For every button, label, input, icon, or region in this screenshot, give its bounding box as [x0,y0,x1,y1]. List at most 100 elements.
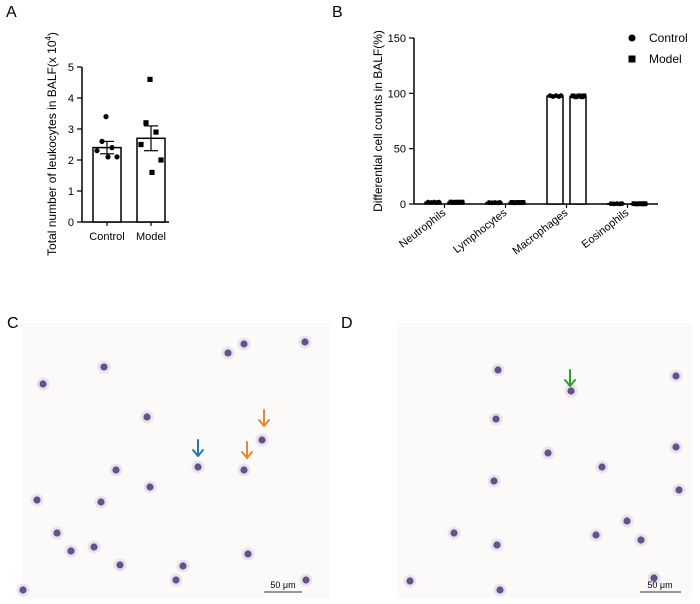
y-tick-label-a: 0 [68,217,74,229]
y-axis-title-a: Total number of leukocytes in BALF(x 104… [44,32,59,256]
cell-nucleus [301,338,309,346]
cell-nucleus [53,529,61,537]
data-point-a [149,169,155,175]
data-point-b [576,93,582,99]
scale-bar-label-c: 50 μm [270,580,295,590]
data-point-a [103,114,109,120]
arrow-c-blue [192,439,204,457]
cell-nucleus [146,483,154,491]
arrow-c-orange [258,409,270,427]
x-tick-label-b: Macrophages [510,207,570,258]
y-tick-label-a: 2 [68,155,74,167]
cell-nucleus [406,577,414,585]
data-point-b [634,201,640,207]
y-tick-label-b: 50 [394,144,406,156]
data-point-b [459,199,465,205]
cell-nucleus [39,380,47,388]
panel-label-b: B [332,4,343,21]
data-point-b [451,199,457,205]
cell-nucleus [302,576,310,584]
y-tick-label-a: 4 [68,93,74,105]
cell-nucleus [112,466,120,474]
cell-nucleus [97,498,105,506]
cell-nucleus [179,562,187,570]
data-point-a [143,120,149,126]
micrograph-d-cells [403,363,686,597]
data-point-b [454,199,460,205]
bar-b-model [569,95,587,205]
cell-nucleus [19,586,27,594]
data-point-b [436,199,442,205]
data-point-b [509,200,515,205]
x-tick-label-a: Control [89,231,124,243]
data-point-a [94,148,100,154]
data-point-a [153,129,159,135]
y-tick-label-b: 0 [400,199,406,211]
panel-b: B Differential cell counts in BALF(%) 0 5… [332,4,688,257]
cell-nucleus [143,413,151,421]
x-tick-label-b: Eosinophils [580,207,632,251]
cell-nucleus [637,536,645,544]
cell-nucleus [592,531,600,539]
data-point-a [138,141,144,148]
cell-nucleus [194,463,202,471]
data-point-b [581,93,587,99]
cell-nucleus [672,443,680,451]
cell-nucleus [100,363,108,371]
cell-nucleus [493,541,501,549]
cell-nucleus [258,436,266,444]
data-point-b [520,200,526,205]
data-point-b [631,201,637,207]
cell-nucleus [492,415,500,423]
y-tick-label-a: 1 [68,186,74,198]
arrow-d-green [564,369,576,387]
bar-a-control [92,146,122,223]
y-tick-label-a: 3 [68,124,74,136]
data-point-b [570,93,576,99]
cell-nucleus [116,561,124,569]
cell-nucleus [240,466,248,474]
panel-a: A Total number of leukocytes in BALF(x 1… [6,4,169,256]
data-point-b [515,200,521,205]
cell-nucleus [623,517,631,525]
legend-marker-b-control [628,34,636,42]
cell-nucleus [544,449,552,457]
chart-b-plot: 0 50 100 150 Neutrophils Lymphocytes Macrophag… [388,31,688,257]
data-point-b [637,201,643,207]
micrograph-d-arrows [564,369,576,387]
panel-label-a: A [6,4,17,21]
y-axis-title-b: Differential cell counts in BALF(%) [371,30,385,212]
data-point-b [573,94,579,100]
cell-nucleus [496,586,504,594]
cell-nucleus [240,340,248,348]
data-point-a [109,145,115,151]
panel-d: D 50 μm [341,315,692,598]
legend-label-b-model: Model [649,52,682,66]
cell-nucleus [675,486,683,494]
data-point-b [448,199,454,205]
data-point-b [619,201,625,207]
y-tick-label-b: 100 [388,88,406,100]
data-point-a [147,76,153,82]
chart-a-plot: 0 1 2 3 4 5 Control Model [68,62,169,243]
data-point-b [497,200,503,205]
cell-nucleus [650,574,658,582]
y-tick-label-b: 150 [388,33,406,45]
cell-nucleus [90,543,98,551]
data-point-a [158,157,164,163]
cell-nucleus [450,529,458,537]
micrograph-c-cells [16,335,313,597]
x-tick-label-b: Neutrophils [397,207,449,251]
cell-nucleus [33,496,41,504]
legend-marker-b-model [628,55,636,63]
cell-nucleus [67,547,75,555]
bar-b-control [546,95,564,205]
x-tick-label-a: Model [136,231,166,243]
data-point-a [99,138,105,144]
data-point-b [558,93,564,99]
cell-nucleus [672,372,680,380]
scale-bar-label-d: 50 μm [647,580,672,590]
cell-nucleus [224,349,232,357]
micrograph-d-background [397,323,692,598]
